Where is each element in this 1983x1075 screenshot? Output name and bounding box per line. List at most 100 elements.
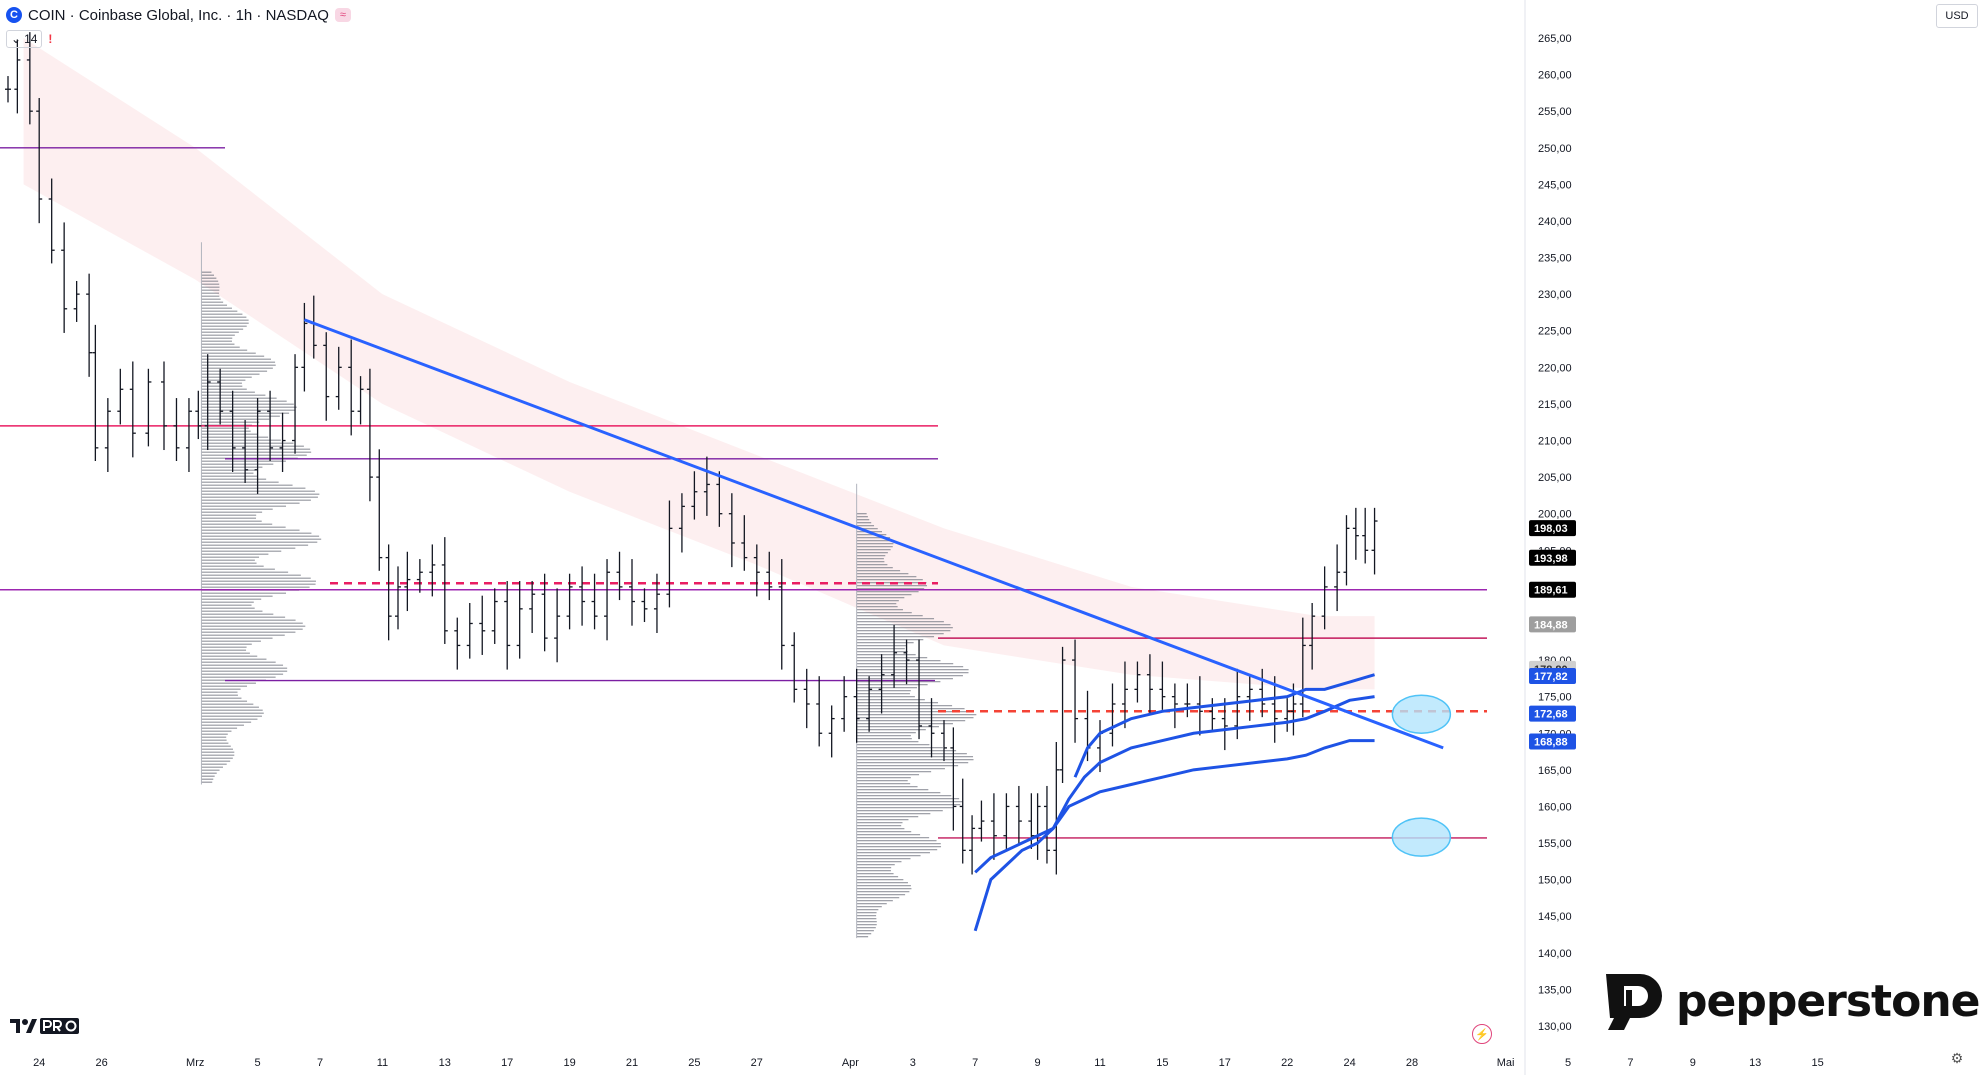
- price-bar: [292, 354, 299, 454]
- price-axis-label: 193,98: [1529, 549, 1576, 566]
- x-axis-tick-label: 17: [1219, 1057, 1231, 1069]
- price-bar: [641, 588, 648, 623]
- y-axis-tick-label: 200,00: [1538, 509, 1572, 521]
- settings-gear-icon[interactable]: ⚙: [1950, 1049, 1964, 1066]
- price-bar: [479, 595, 486, 655]
- price-bar: [145, 368, 152, 447]
- price-bar: [516, 581, 523, 659]
- price-bar: [491, 588, 498, 644]
- y-axis-tick-label: 155,00: [1538, 838, 1572, 850]
- price-bar: [185, 398, 192, 472]
- price-bar: [828, 705, 835, 758]
- warning-icon[interactable]: !: [48, 32, 53, 46]
- tradingview-pro-logo-icon[interactable]: [10, 1017, 80, 1035]
- y-axis-tick-label: 250,00: [1538, 143, 1572, 155]
- price-bar: [14, 39, 21, 114]
- price-bar: [61, 222, 68, 333]
- x-axis-tick-label: 19: [563, 1057, 575, 1069]
- price-bar: [335, 346, 342, 410]
- y-axis-tick-label: 135,00: [1538, 984, 1572, 996]
- price-bar: [301, 302, 308, 392]
- price-bar: [1284, 698, 1291, 732]
- y-axis-tick-label: 175,00: [1538, 692, 1572, 704]
- price-bar: [1109, 683, 1116, 747]
- volume-profile-2: [856, 483, 977, 939]
- price-bar: [728, 493, 735, 568]
- price-bar: [1343, 515, 1350, 586]
- price-bar: [36, 98, 43, 224]
- x-axis-tick-label: 7: [972, 1057, 978, 1069]
- price-bar: [1053, 742, 1060, 875]
- y-axis-tick-label: 140,00: [1538, 948, 1572, 960]
- price-bar: [385, 544, 392, 641]
- price-bar: [616, 551, 623, 601]
- y-axis-tick-label: 215,00: [1538, 399, 1572, 411]
- price-bar: [217, 368, 224, 425]
- price-bar: [267, 390, 274, 462]
- lightning-icon[interactable]: ⚡: [1472, 1024, 1492, 1044]
- indicator-length-box[interactable]: ⌄ 14: [6, 30, 43, 48]
- x-axis-tick-label: 9: [1035, 1057, 1041, 1069]
- currency-selector[interactable]: USD: [1936, 4, 1978, 28]
- price-bar: [703, 456, 710, 516]
- x-axis-tick-label: 25: [688, 1057, 700, 1069]
- price-bar: [816, 676, 823, 747]
- target-zone-ellipse: [1391, 817, 1452, 857]
- y-axis-tick-label: 260,00: [1538, 70, 1572, 82]
- symbol-title[interactable]: COIN · Coinbase Global, Inc. · 1h · NASD…: [28, 6, 329, 24]
- price-bar: [1184, 683, 1191, 718]
- price-bar: [1299, 617, 1306, 718]
- x-axis-tick-label: 26: [95, 1057, 107, 1069]
- price-bar: [204, 354, 211, 451]
- chevron-down-icon: ⌄: [11, 32, 22, 46]
- price-bar: [866, 676, 873, 732]
- price-axis-label: 198,03: [1529, 520, 1576, 537]
- x-axis-tick-label: 9: [1690, 1057, 1696, 1069]
- price-bar: [1043, 785, 1050, 864]
- y-axis-tick-label: 165,00: [1538, 765, 1572, 777]
- price-axis-label-bg: [1529, 733, 1576, 750]
- price-bar: [1015, 785, 1022, 846]
- price-bar: [803, 668, 810, 729]
- price-bar: [629, 559, 635, 626]
- price-bar: [678, 493, 685, 553]
- price-bar: [348, 339, 355, 436]
- x-axis-tick-label: 17: [501, 1057, 513, 1069]
- indicator-length-value: 14: [24, 32, 38, 46]
- price-bar: [778, 559, 785, 670]
- price-bar: [242, 420, 249, 483]
- y-axis-tick-label: 245,00: [1538, 179, 1572, 191]
- price-bar: [990, 793, 997, 860]
- y-axis-tick-label: 150,00: [1538, 875, 1572, 887]
- x-axis-tick-label: 7: [317, 1057, 323, 1069]
- price-bar: [753, 544, 760, 597]
- x-axis-tick-label: 5: [255, 1057, 261, 1069]
- symbol-header[interactable]: C COIN · Coinbase Global, Inc. · 1h · NA…: [6, 4, 351, 26]
- pepperstone-logo: pepperstone: [1598, 970, 1980, 1032]
- y-axis-tick-label: 265,00: [1538, 33, 1572, 45]
- price-bar: [395, 566, 401, 630]
- price-axis-label-text: 193,98: [1534, 553, 1568, 565]
- price-bar: [416, 559, 423, 593]
- price-bar: [978, 800, 985, 842]
- price-axis-label: 168,88: [1529, 733, 1576, 750]
- price-bar: [604, 559, 611, 641]
- price-bar: [554, 588, 561, 663]
- price-bar: [1271, 676, 1278, 743]
- x-axis-tick-label: 27: [751, 1057, 763, 1069]
- x-axis-tick-label: Apr: [842, 1057, 859, 1069]
- exchange-badge-icon[interactable]: ≈: [334, 8, 351, 22]
- price-bar: [323, 332, 330, 421]
- price-bar: [429, 544, 436, 597]
- price-bar: [92, 324, 99, 462]
- ma-ribbon-band: [23, 38, 1375, 690]
- price-bar: [104, 398, 111, 472]
- price-axis-label-text: 177,82: [1534, 671, 1568, 683]
- price-bar: [566, 573, 573, 630]
- target-zone-ellipse: [1391, 694, 1452, 734]
- indicator-row[interactable]: ⌄ 14 !: [6, 30, 52, 48]
- price-bar: [1159, 661, 1166, 710]
- price-axis-label-text: 168,88: [1534, 736, 1568, 748]
- price-axis-label-text: 184,88: [1534, 619, 1568, 631]
